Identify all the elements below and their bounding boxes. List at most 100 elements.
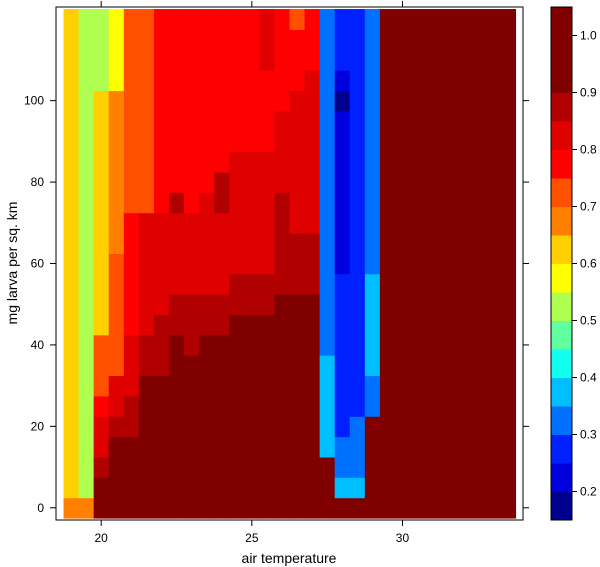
heatmap-cell <box>379 9 396 519</box>
heatmap-cell <box>168 294 185 336</box>
heatmap-cell <box>78 9 95 499</box>
heatmap-cell <box>259 477 276 519</box>
heatmap-cell <box>304 294 321 336</box>
x-axis: 20 25 30 <box>95 1 409 545</box>
heatmap-cell <box>138 334 155 377</box>
heatmap-cell <box>214 212 230 295</box>
heatmap-cell <box>63 9 80 499</box>
heatmap-cell <box>274 192 291 295</box>
heatmap-cell <box>138 416 155 499</box>
heatmap-cell <box>244 314 260 377</box>
heatmap-cell <box>229 90 245 153</box>
color-key-swatch <box>551 7 572 36</box>
heatmap-cell <box>138 212 155 336</box>
heatmap-cell <box>349 416 366 478</box>
heatmap-cell <box>364 416 381 519</box>
heatmap-cell <box>184 9 200 214</box>
heatmap-cell <box>108 253 125 377</box>
heatmap-cell <box>319 456 336 478</box>
heatmap-cell <box>214 171 230 214</box>
y-tick-label: 20 <box>31 419 45 433</box>
heatmap-cell <box>229 375 245 478</box>
heatmap-cell <box>214 334 230 397</box>
heatmap-cell <box>184 212 200 295</box>
heatmap-cell <box>259 355 276 478</box>
heatmap-cell <box>349 477 366 499</box>
heatmap-cell <box>168 192 185 214</box>
heatmap-cell <box>229 9 245 92</box>
heatmap-cell <box>394 9 411 519</box>
heatmap-cell <box>214 294 230 336</box>
heatmap-cell <box>123 334 140 397</box>
color-key-swatch <box>551 64 572 93</box>
heatmap-cell <box>229 477 245 519</box>
heatmap-cell <box>108 497 125 519</box>
heatmap-cell <box>123 9 140 214</box>
heatmap-cell <box>199 334 215 397</box>
color-key-label: 0.4 <box>580 371 597 385</box>
heatmap-cell <box>153 9 170 214</box>
color-key-swatch <box>551 178 572 207</box>
heatmap-cell <box>289 29 306 92</box>
heatmap-cell <box>334 110 351 275</box>
color-key-label: 0.3 <box>580 428 597 442</box>
heatmap-cell <box>244 477 260 519</box>
heatmap-cell <box>93 477 110 519</box>
color-key-swatch <box>551 349 572 378</box>
color-key-swatch <box>551 406 572 435</box>
heatmap-cell <box>364 9 381 275</box>
heatmap-cell <box>93 90 110 336</box>
heatmap-cell <box>138 375 155 417</box>
heatmap-cell <box>289 334 306 458</box>
color-key-label: 0.2 <box>580 485 597 499</box>
heatmap-cell <box>289 456 306 519</box>
heatmap-cell <box>259 273 276 315</box>
color-key-swatch <box>551 263 572 293</box>
heatmap-cell <box>364 273 381 336</box>
heatmap-cell <box>108 9 125 92</box>
heatmap-cell <box>470 9 486 519</box>
heatmap-cell <box>184 416 200 478</box>
heatmap-cell <box>274 456 291 519</box>
heatmap-cell <box>319 9 336 356</box>
heatmap-cell <box>199 477 215 519</box>
color-key-label: 0.9 <box>580 86 597 100</box>
heatmap-cell <box>274 334 291 458</box>
heatmap-cell <box>319 477 336 519</box>
heatmap-cells <box>63 9 517 519</box>
heatmap-cell <box>304 456 321 519</box>
heatmap-cell <box>138 497 155 519</box>
color-key-swatch <box>551 149 572 179</box>
heatmap-cell <box>244 9 260 153</box>
color-key-swatch <box>551 320 572 350</box>
heatmap-cell <box>425 9 441 519</box>
heatmap-cell <box>304 9 321 71</box>
heatmap-cell <box>334 70 351 92</box>
heatmap-cell <box>229 273 245 315</box>
heatmap-cell <box>153 375 170 417</box>
color-key-label: 0.7 <box>580 200 597 214</box>
heatmap-cell <box>168 395 185 478</box>
y-axis-label: mg larva per sq. km <box>4 202 20 325</box>
heatmap-cell <box>259 151 276 275</box>
color-key-swatch <box>551 206 572 236</box>
y-axis: 0 20 40 60 80 100 <box>24 94 529 515</box>
heatmap-cell <box>334 497 351 519</box>
heatmap-cell <box>168 212 185 295</box>
color-key-swatch <box>551 434 572 464</box>
x-tick-label: 20 <box>95 531 109 545</box>
heatmap-cell <box>455 9 471 519</box>
color-key-swatch <box>551 235 572 264</box>
heatmap-cell <box>349 497 366 519</box>
color-key-swatch <box>551 121 572 150</box>
heatmap-cell <box>485 9 501 519</box>
heatmap-cell <box>440 9 456 519</box>
heatmap-cell <box>199 395 215 478</box>
heatmap-cell <box>334 273 351 438</box>
heatmap-cell <box>229 151 245 275</box>
heatmap-cell <box>274 110 291 193</box>
color-key-label: 0.5 <box>580 314 597 328</box>
heatmap-cell <box>108 90 125 254</box>
heatmap-cell <box>410 9 426 519</box>
